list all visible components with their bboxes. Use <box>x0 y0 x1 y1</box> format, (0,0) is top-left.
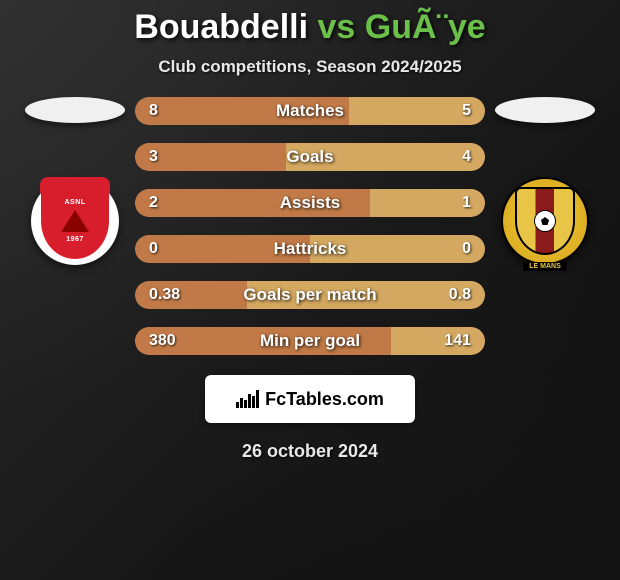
stat-row: 3 4 Goals <box>135 143 485 171</box>
stat-value-left: 2 <box>149 194 158 212</box>
brand-footer: FcTables.com <box>205 375 415 423</box>
stat-value-left: 0 <box>149 240 158 258</box>
right-column: LE MANS <box>495 97 595 265</box>
stat-label: Matches <box>276 101 344 121</box>
stat-row: 2 1 Assists <box>135 189 485 217</box>
club-left-top-text: ASNL <box>64 199 85 206</box>
stat-row: 8 5 Matches <box>135 97 485 125</box>
bar-chart-icon <box>236 390 259 408</box>
stat-label: Hattricks <box>274 239 347 259</box>
stat-value-right: 141 <box>444 332 471 350</box>
player1-placeholder-icon <box>25 97 125 123</box>
left-column: ASNL 1967 <box>25 97 125 265</box>
stat-label: Min per goal <box>260 331 360 351</box>
stat-value-right: 0 <box>462 240 471 258</box>
stat-value-right: 1 <box>462 194 471 212</box>
player2-placeholder-icon <box>495 97 595 123</box>
comparison-title: Bouabdelli vs GuÃ¨ye <box>0 8 620 47</box>
date-text: 26 october 2024 <box>0 441 620 462</box>
club-left-bottom-text: 1967 <box>66 236 84 243</box>
player1-name: Bouabdelli <box>134 8 308 46</box>
soccer-ball-icon <box>534 210 556 232</box>
subtitle: Club competitions, Season 2024/2025 <box>0 57 620 77</box>
player2-name: GuÃ¨ye <box>365 8 486 46</box>
stat-row: 380 141 Min per goal <box>135 327 485 355</box>
club-right-footer-text: LE MANS <box>523 262 567 271</box>
stat-label: Goals per match <box>243 285 376 305</box>
club-left-shield-icon: ASNL 1967 <box>41 183 109 259</box>
stat-value-right: 4 <box>462 148 471 166</box>
vs-text: vs <box>318 8 356 46</box>
stats-column: 8 5 Matches 3 4 Goals 2 1 Assists 0 0 Hattricks 0.38… <box>135 97 485 355</box>
brand-text: FcTables.com <box>265 389 384 410</box>
tree-icon <box>61 210 89 232</box>
main-row: ASNL 1967 8 5 Matches 3 4 Goals 2 1 Assists 0 0 Hat… <box>0 97 620 355</box>
stat-value-left: 380 <box>149 332 176 350</box>
stat-value-left: 3 <box>149 148 158 166</box>
stat-label: Goals <box>286 147 333 167</box>
stat-value-right: 0.8 <box>449 286 471 304</box>
club-right-shield-icon <box>515 187 575 255</box>
stat-label: Assists <box>280 193 340 213</box>
stat-row: 0.38 0.8 Goals per match <box>135 281 485 309</box>
stat-row: 0 0 Hattricks <box>135 235 485 263</box>
stat-value-left: 8 <box>149 102 158 120</box>
club-badge-right: LE MANS <box>501 177 589 265</box>
stat-value-left: 0.38 <box>149 286 180 304</box>
club-badge-left: ASNL 1967 <box>31 177 119 265</box>
stat-value-right: 5 <box>462 102 471 120</box>
